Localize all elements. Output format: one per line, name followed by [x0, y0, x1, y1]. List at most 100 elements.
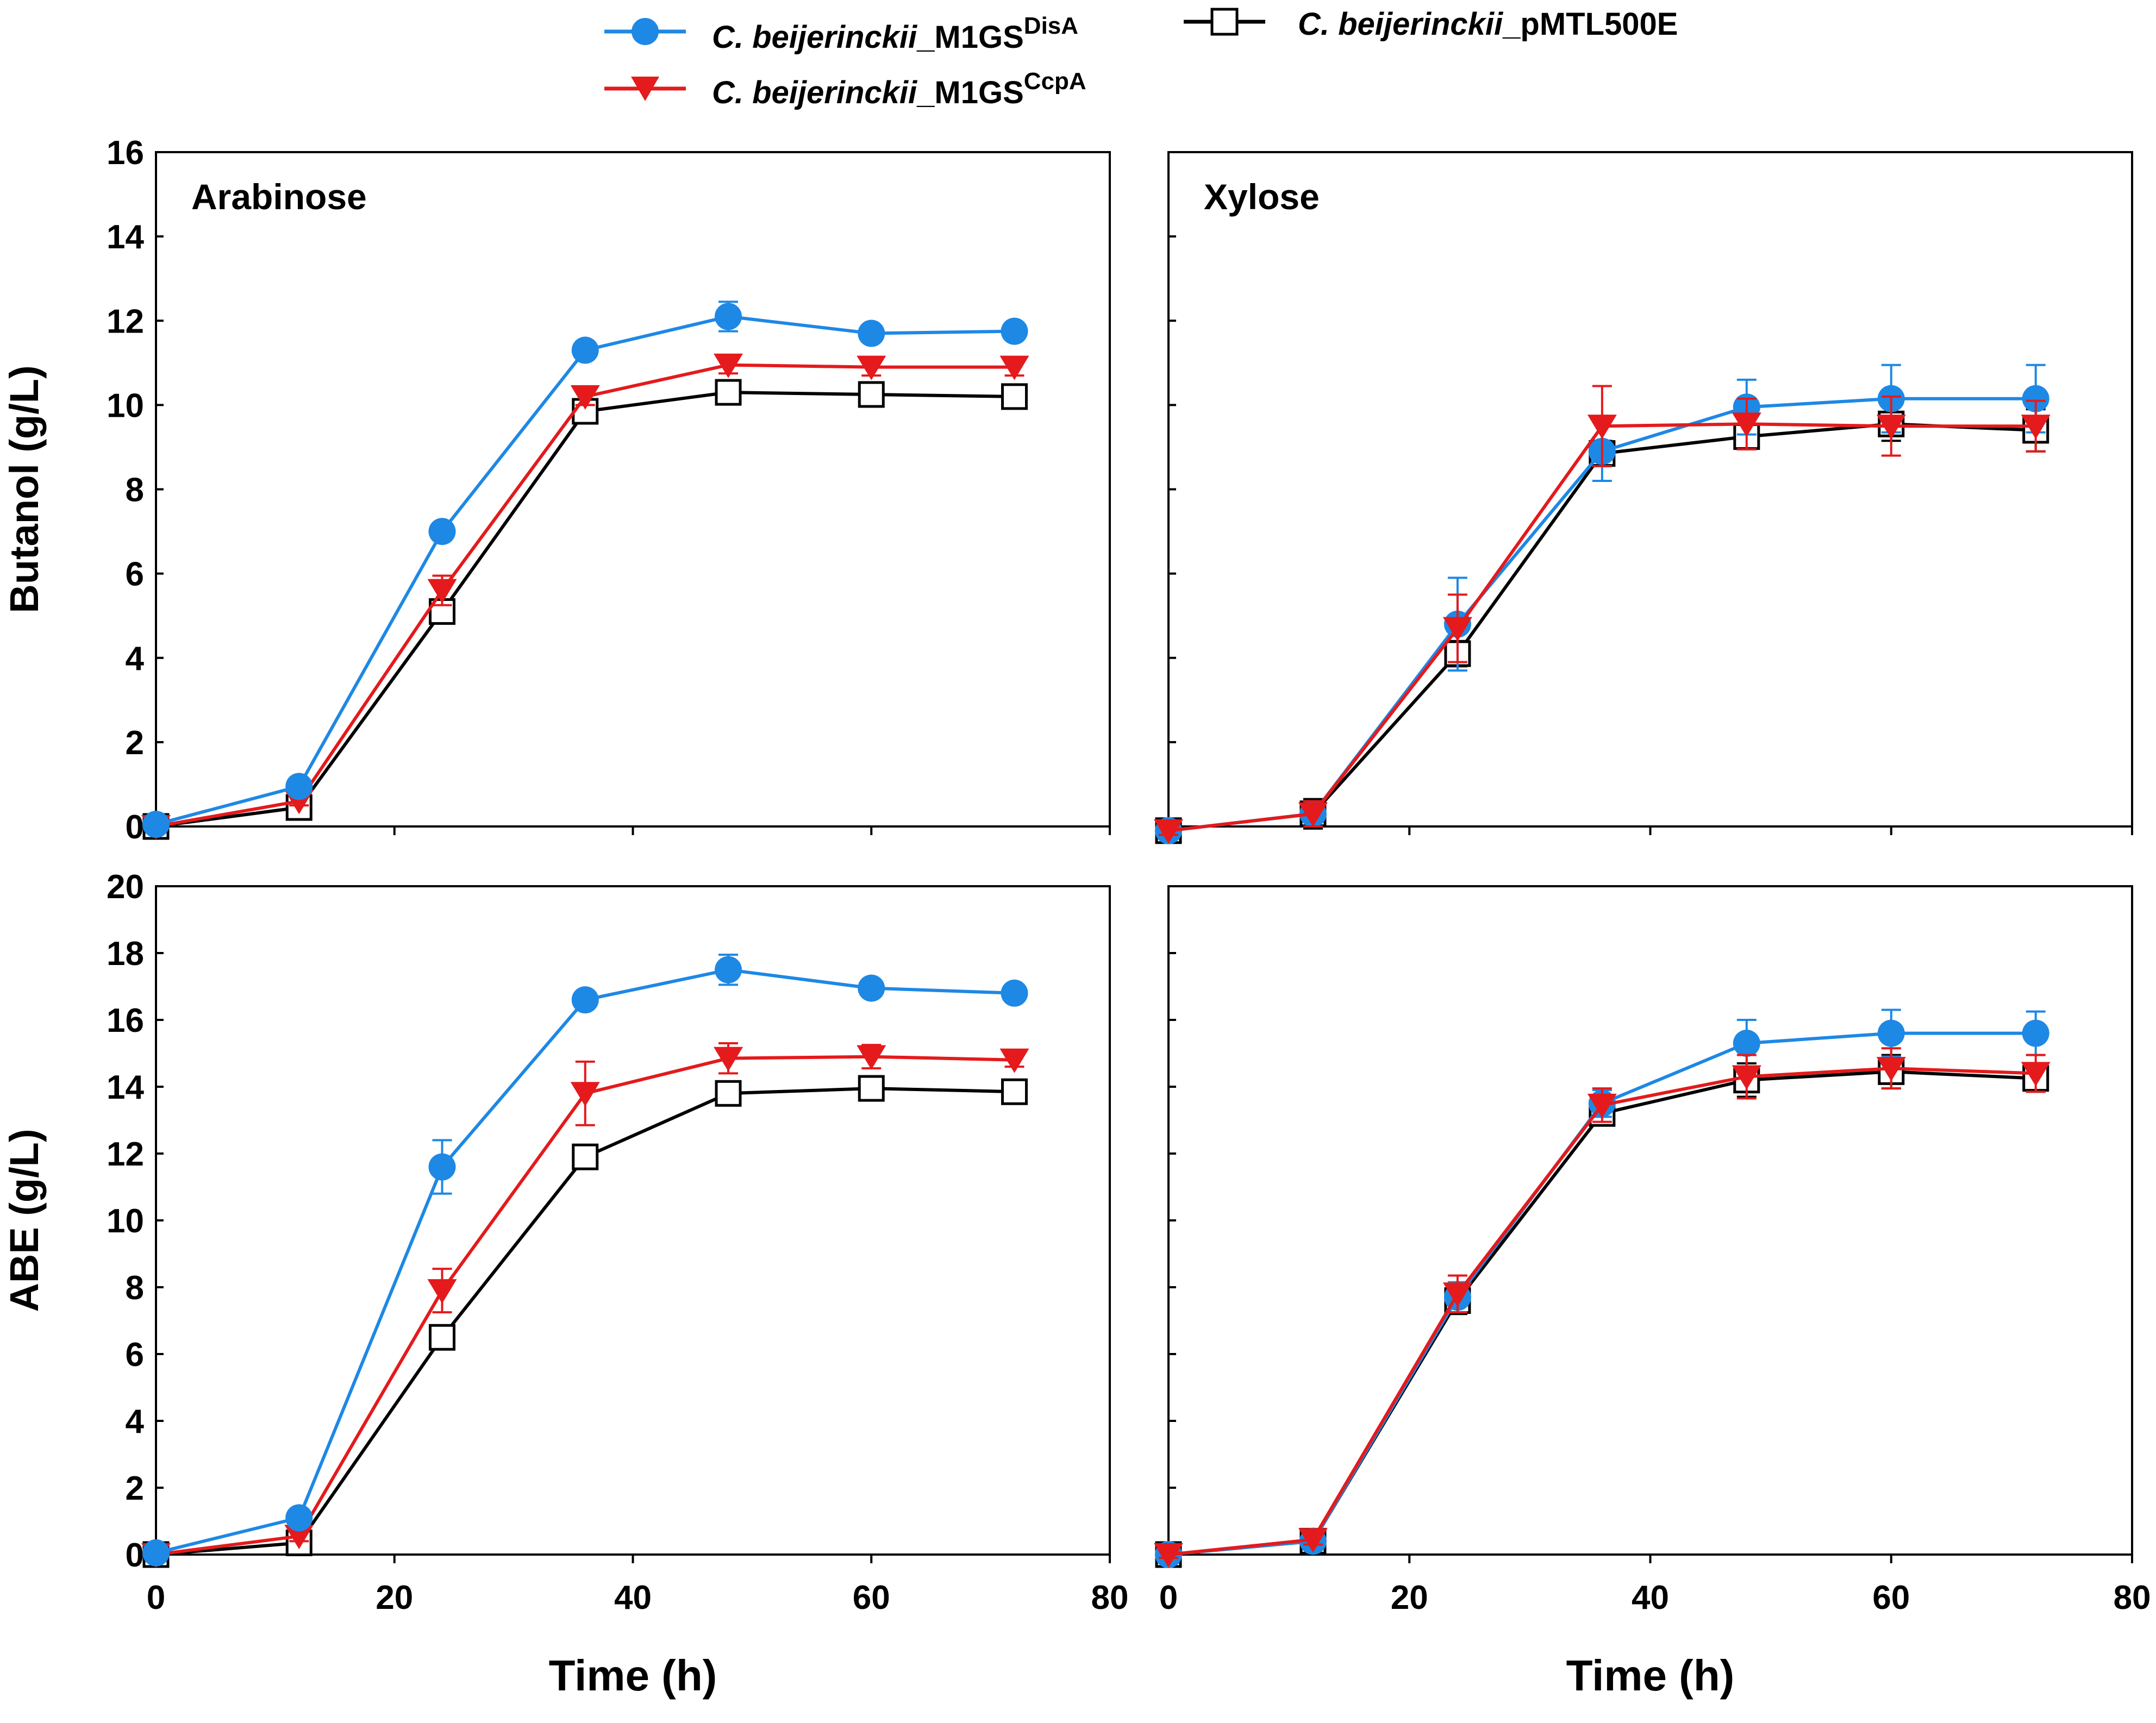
- data-point-pmtl: [858, 381, 885, 408]
- y-tick-label: 10: [107, 1202, 144, 1240]
- data-point-ccpa: [427, 1279, 457, 1304]
- data-point-disa: [2022, 1019, 2049, 1047]
- data-point-pmtl: [572, 1143, 599, 1170]
- data-point-ccpa: [857, 355, 886, 380]
- data-point-ccpa: [1442, 617, 1472, 642]
- panel-abe-xylose: 0 20 40 60 80 Time (h): [1154, 885, 2151, 1700]
- data-point-ccpa: [1442, 1282, 1472, 1307]
- series-ccpa: [1154, 385, 2051, 844]
- data-point-ccpa: [714, 353, 743, 378]
- legend-item-disa: C. beijerinckii_M1GSDisA: [604, 12, 1078, 55]
- y-tick-label: 4: [126, 1403, 145, 1440]
- data-point-disa: [858, 974, 885, 1002]
- data-point-disa: [285, 1504, 313, 1532]
- y-tick-label: 6: [126, 556, 144, 593]
- data-point-ccpa: [1298, 802, 1328, 827]
- y-tick-label: 2: [126, 1470, 144, 1507]
- data-point-ccpa: [1732, 1065, 1761, 1090]
- data-point-disa: [1877, 1019, 1905, 1047]
- data-point-disa: [428, 1153, 456, 1181]
- y-tick-label: 16: [107, 1002, 144, 1039]
- x-tick-label: 40: [1632, 1579, 1669, 1617]
- y-tick-label: 14: [107, 1069, 144, 1106]
- y-tick-label: 8: [126, 472, 144, 509]
- x-axis-label: Time (h): [549, 1651, 717, 1700]
- y-tick-label: 2: [126, 724, 144, 762]
- x-tick-label: 40: [614, 1579, 652, 1617]
- data-point-disa: [1001, 317, 1028, 345]
- data-point-ccpa: [1732, 412, 1761, 437]
- y-axis-label: Butanol (g/L): [2, 365, 47, 613]
- series-disa: [142, 954, 1028, 1567]
- series-ccpa: [141, 1042, 1029, 1568]
- legend-label-disa-rest: _M1GS: [916, 20, 1024, 55]
- y-tick-label: 0: [126, 809, 144, 846]
- data-point-disa: [142, 1539, 170, 1567]
- series-ccpa: [1154, 1047, 2051, 1568]
- data-point-disa: [428, 518, 456, 546]
- legend-item-ccpa: C. beijerinckii_M1GSCcpA: [604, 68, 1086, 110]
- data-point-ccpa: [714, 1047, 743, 1072]
- data-point-pmtl: [715, 379, 742, 406]
- y-tick-label: 4: [126, 640, 145, 678]
- data-point-pmtl: [429, 1324, 455, 1351]
- x-tick-label: 80: [1091, 1579, 1129, 1617]
- panel-butanol-arabinose: 0 2 4 6 8 10 12 14 16 Arabinose Butanol (g/L): [2, 134, 1111, 846]
- data-point-pmtl: [1001, 383, 1028, 410]
- data-point-disa: [715, 956, 742, 983]
- y-axis-label: ABE (g/L): [2, 1129, 47, 1312]
- data-point-ccpa: [1876, 1057, 1906, 1082]
- data-point-disa: [285, 773, 313, 800]
- legend-label-disa-italic: C. beijerinckii: [712, 20, 918, 55]
- y-tick-label: 10: [107, 387, 144, 424]
- data-point-ccpa: [1587, 415, 1617, 440]
- panel-title: Xylose: [1204, 177, 1320, 217]
- legend-label-pmtl: C. beijerinckii_pMTL500E: [1298, 7, 1678, 42]
- y-tick-label: 20: [107, 868, 144, 906]
- data-point-ccpa: [1587, 1093, 1617, 1118]
- x-tick-label: 60: [853, 1579, 890, 1617]
- data-point-ccpa: [999, 1048, 1029, 1073]
- legend-label-ccpa: C. beijerinckii_M1GSCcpA: [712, 68, 1086, 110]
- data-point-ccpa: [570, 1082, 600, 1107]
- data-point-ccpa: [1876, 415, 1906, 440]
- legend-label-ccpa-rest: _M1GS: [916, 75, 1024, 110]
- panel-abe-arabinose: 0 2 4 6 8 10 12 14 16 18 20 0 20 40 60 80 ABE (g/L) Time …: [2, 868, 1128, 1700]
- x-tick-label: 80: [2114, 1579, 2151, 1617]
- data-point-disa: [1001, 979, 1028, 1007]
- data-point-ccpa: [284, 1525, 314, 1550]
- data-point-pmtl: [1001, 1078, 1028, 1105]
- legend-marker-disa: [632, 18, 659, 45]
- data-point-disa: [2022, 385, 2049, 412]
- data-point-pmtl: [715, 1080, 742, 1107]
- legend-item-pmtl: C. beijerinckii_pMTL500E: [1184, 7, 1678, 42]
- data-point-ccpa: [857, 1045, 886, 1070]
- data-point-disa: [142, 811, 170, 838]
- panel-title: Arabinose: [191, 177, 367, 217]
- y-tick-label: 12: [107, 1136, 144, 1173]
- data-point-disa: [858, 319, 885, 347]
- data-point-disa: [571, 336, 599, 364]
- x-axis-label: Time (h): [1566, 1651, 1735, 1700]
- legend-marker-pmtl: [1210, 8, 1239, 36]
- y-tick-label: 18: [107, 935, 144, 973]
- data-point-disa: [571, 986, 599, 1014]
- y-tick-label: 16: [107, 134, 144, 172]
- y-tick-label: 14: [107, 218, 144, 256]
- legend: C. beijerinckii_M1GSDisA C. beijerinckii…: [604, 7, 1678, 110]
- data-point-ccpa: [427, 579, 457, 604]
- data-point-ccpa: [1298, 1528, 1328, 1553]
- data-point-ccpa: [1154, 819, 1183, 844]
- legend-label-pmtl-rest: _pMTL500E: [1502, 7, 1678, 42]
- legend-label-disa-sup: DisA: [1024, 12, 1078, 39]
- legend-label-pmtl-italic: C. beijerinckii: [1298, 7, 1504, 42]
- y-tick-label: 12: [107, 303, 144, 340]
- data-point-ccpa: [2021, 415, 2051, 440]
- panel-butanol-xylose: Xylose: [1154, 151, 2133, 844]
- y-tick-label: 8: [126, 1269, 144, 1307]
- data-point-pmtl: [858, 1075, 885, 1102]
- data-point-disa: [1733, 1030, 1760, 1057]
- data-point-ccpa: [2021, 1062, 2051, 1087]
